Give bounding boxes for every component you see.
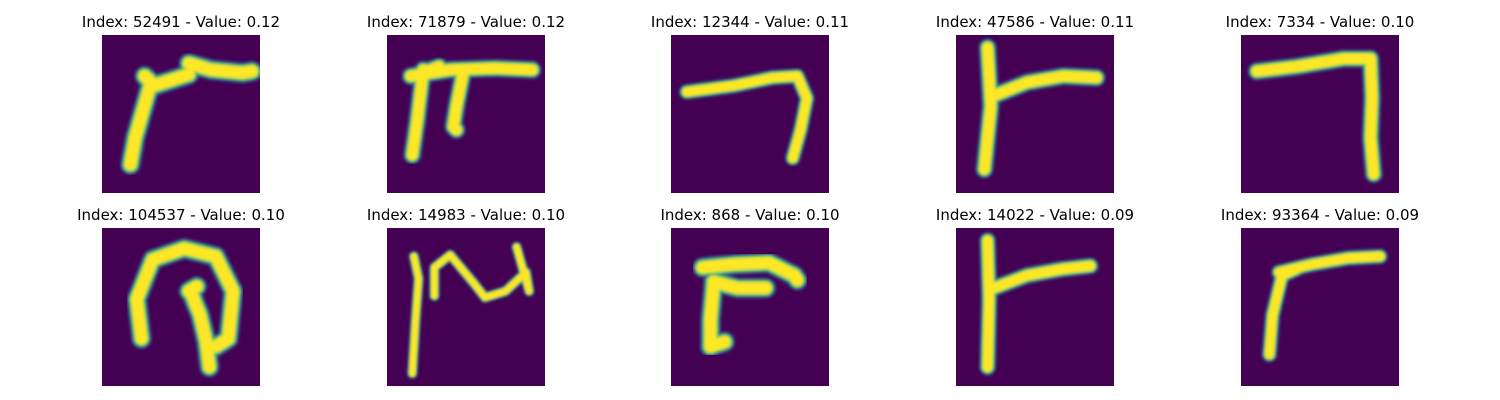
- handwritten-stroke: [678, 68, 815, 167]
- panel-title: Index: 93364 - Value: 0.09: [1220, 206, 1420, 224]
- stroke-segment: [704, 336, 731, 353]
- panel-title: Index: 14983 - Value: 0.10: [366, 206, 566, 224]
- panel-title: Index: 14022 - Value: 0.09: [935, 206, 1135, 224]
- digit-panel: [956, 228, 1114, 386]
- digit-image: [102, 35, 260, 193]
- stroke-segment: [184, 285, 216, 373]
- handwritten-stroke: [401, 57, 542, 165]
- digit-image: [1241, 228, 1399, 386]
- panel-title: Index: 104537 - Value: 0.10: [77, 206, 285, 224]
- digit-image: [956, 228, 1114, 386]
- stroke-segment: [1265, 271, 1287, 359]
- handwritten-stroke: [975, 38, 1106, 179]
- panel-title: Index: 868 - Value: 0.10: [660, 206, 840, 224]
- stroke-segment: [990, 71, 1102, 101]
- handwritten-stroke: [119, 52, 260, 176]
- stroke-segment: [183, 57, 258, 79]
- digit-image: [956, 35, 1114, 193]
- panel-title: Index: 52491 - Value: 0.12: [81, 13, 281, 31]
- stroke-segment: [682, 71, 812, 163]
- digit-panel: [387, 228, 545, 386]
- digit-image: [102, 228, 260, 386]
- panel-title: Index: 12344 - Value: 0.11: [650, 13, 850, 31]
- digit-panel: [671, 228, 829, 386]
- stroke-segment: [407, 64, 429, 161]
- handwritten-stroke: [406, 241, 535, 379]
- handwritten-stroke: [1261, 248, 1388, 363]
- digit-panel: [1241, 35, 1399, 193]
- stroke-segment: [1251, 53, 1379, 180]
- stroke-segment: [704, 277, 720, 353]
- digit-panel: [387, 35, 545, 193]
- digit-panel: [1241, 228, 1399, 386]
- stroke-segment: [139, 68, 195, 92]
- stroke-segment: [431, 244, 533, 301]
- stroke-segment: [979, 42, 996, 175]
- digit-image: [671, 35, 829, 193]
- stroke-segment: [124, 76, 157, 171]
- digit-image: [671, 228, 829, 386]
- handwritten-stroke: [979, 232, 1099, 376]
- handwritten-stroke: [126, 238, 244, 378]
- digit-panel: [102, 35, 260, 193]
- digit-image: [387, 35, 545, 193]
- panel-title: Index: 47586 - Value: 0.11: [935, 13, 1135, 31]
- digit-image: [387, 228, 545, 386]
- stroke-segment: [1277, 264, 1301, 280]
- digit-panel: [671, 35, 829, 193]
- handwritten-stroke: [1247, 49, 1383, 184]
- stroke-segment: [708, 276, 772, 294]
- handwritten-stroke: [692, 252, 808, 357]
- stroke-segment: [183, 280, 203, 297]
- stroke-segment: [982, 235, 994, 372]
- image-background: [671, 228, 829, 386]
- panel-title: Index: 7334 - Value: 0.10: [1225, 13, 1415, 31]
- panel-title: Index: 71879 - Value: 0.12: [366, 13, 566, 31]
- digit-panel: [956, 35, 1114, 193]
- stroke-segment: [989, 261, 1096, 293]
- digit-panel: [102, 228, 260, 386]
- stroke-segment: [409, 253, 422, 377]
- stroke-segment: [448, 69, 468, 135]
- stroke-segment: [696, 257, 804, 286]
- stroke-segment: [131, 242, 239, 353]
- digit-image: [1241, 35, 1399, 193]
- stroke-segment: [421, 61, 445, 77]
